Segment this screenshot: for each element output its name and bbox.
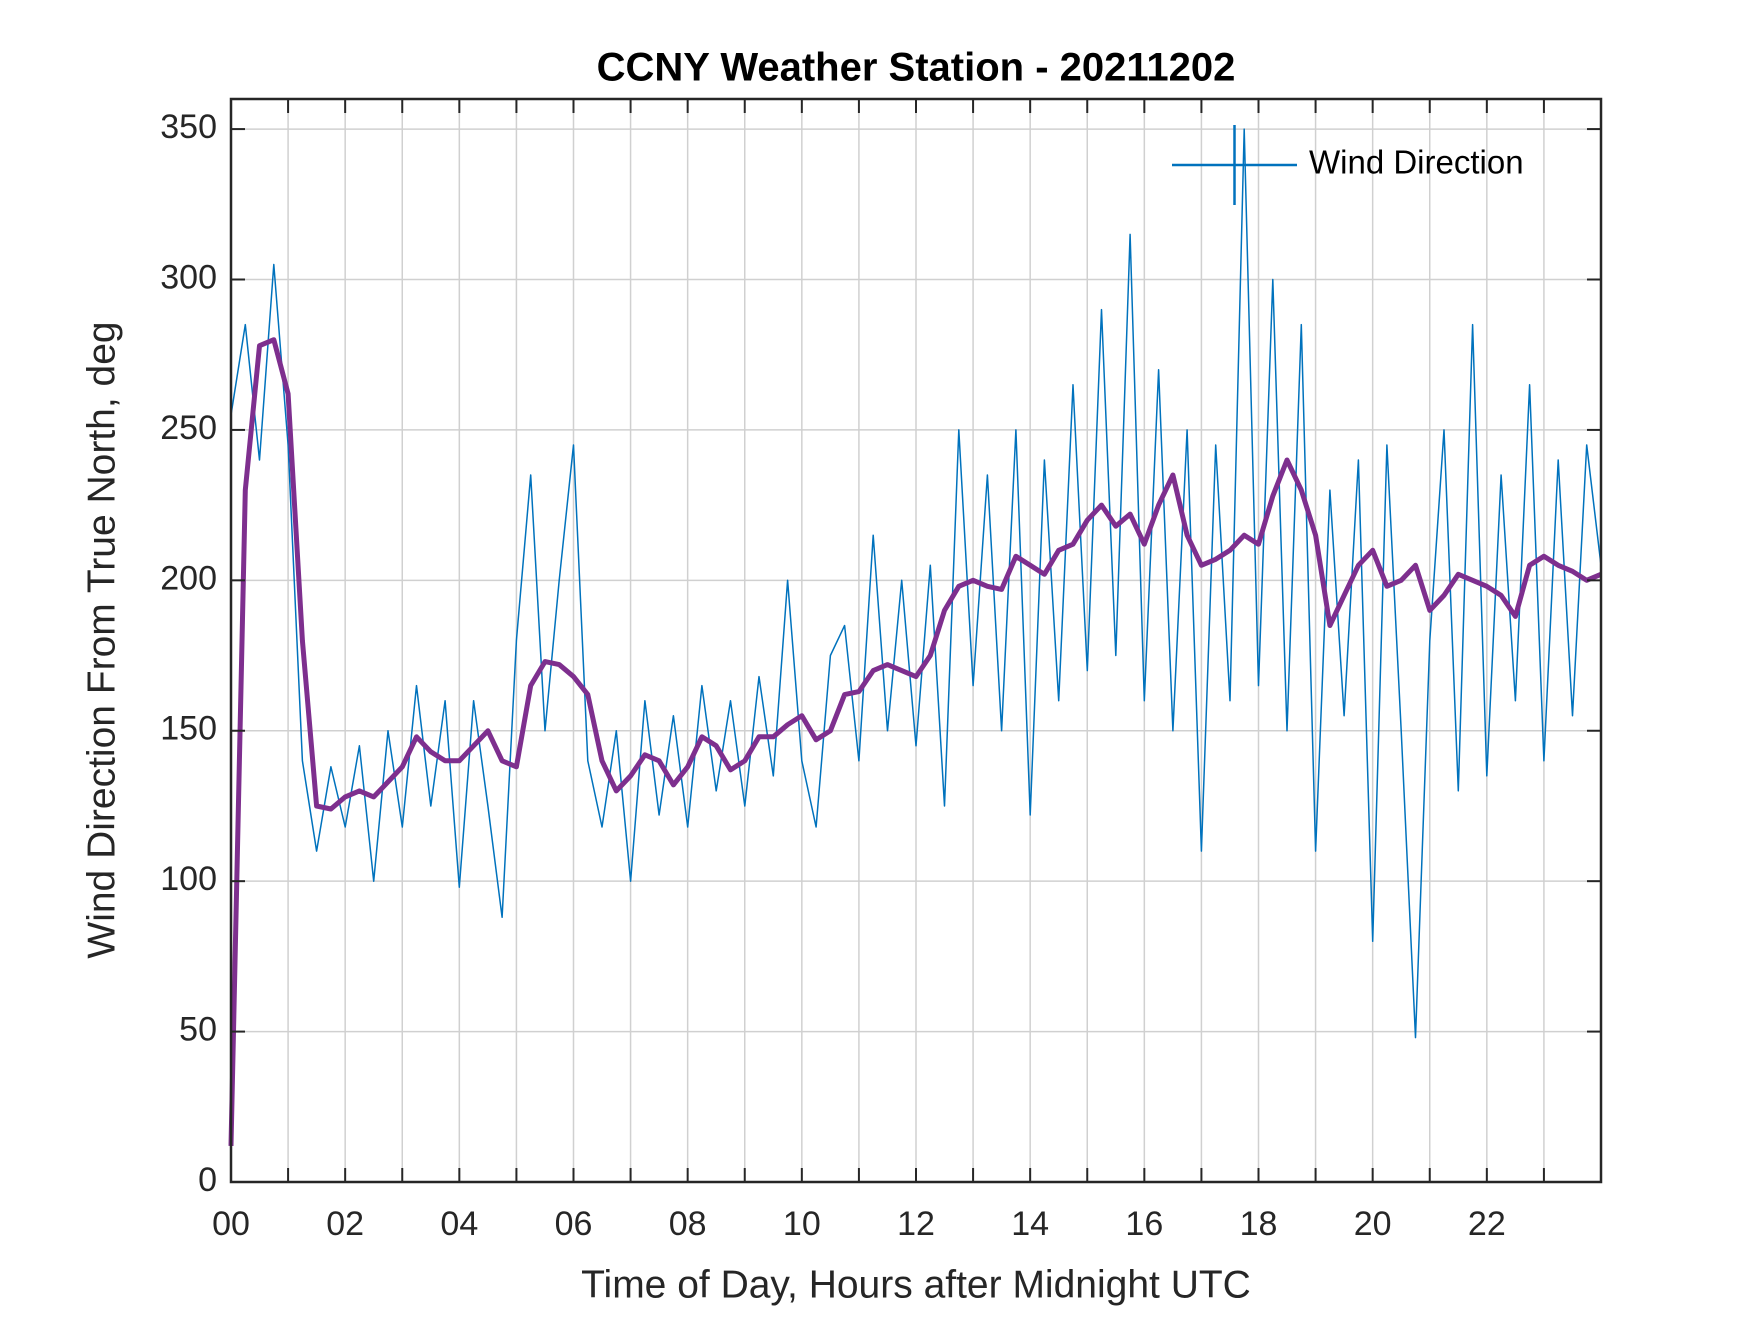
y-tick-label: 300: [160, 258, 217, 296]
legend: Wind Direction: [1172, 125, 1524, 205]
x-tick-label: 16: [1125, 1205, 1163, 1243]
y-axis-label: Wind Direction From True North, deg: [80, 321, 123, 958]
series-line: [228, 337, 1602, 1146]
x-tick-label: 04: [440, 1205, 478, 1243]
x-tick-label: 14: [1011, 1205, 1049, 1243]
x-tick-label: 02: [326, 1205, 364, 1243]
x-tick-label: 22: [1468, 1205, 1506, 1243]
x-tick-label: 08: [669, 1205, 707, 1243]
x-tick-label: 00: [212, 1205, 250, 1243]
x-axis-label: Time of Day, Hours after Midnight UTC: [581, 1263, 1251, 1306]
chart-title: CCNY Weather Station - 20211202: [597, 46, 1236, 90]
plot-area: [228, 128, 1602, 1146]
x-tick-label: 20: [1354, 1205, 1392, 1243]
y-tick-label: 100: [160, 860, 217, 898]
y-tick-label: 200: [160, 559, 217, 597]
x-tick-label: 18: [1240, 1205, 1278, 1243]
legend-label: Wind Direction: [1309, 144, 1524, 181]
y-tick-label: 250: [160, 409, 217, 447]
y-tick-label: 350: [160, 108, 217, 146]
axes: 0 50 100 150 200 250 300 350 00 02 04 06 08 10 12 14 16 1…: [160, 97, 1603, 1243]
y-tick-label: 50: [179, 1011, 217, 1049]
x-tick-label: 12: [897, 1205, 935, 1243]
series-line: [230, 128, 1602, 1039]
y-tick-label: 0: [198, 1161, 217, 1199]
x-tick-label: 06: [555, 1205, 593, 1243]
x-tick-label: 10: [783, 1205, 821, 1243]
y-tick-label: 150: [160, 710, 217, 748]
axes-box: [229, 97, 1603, 1184]
